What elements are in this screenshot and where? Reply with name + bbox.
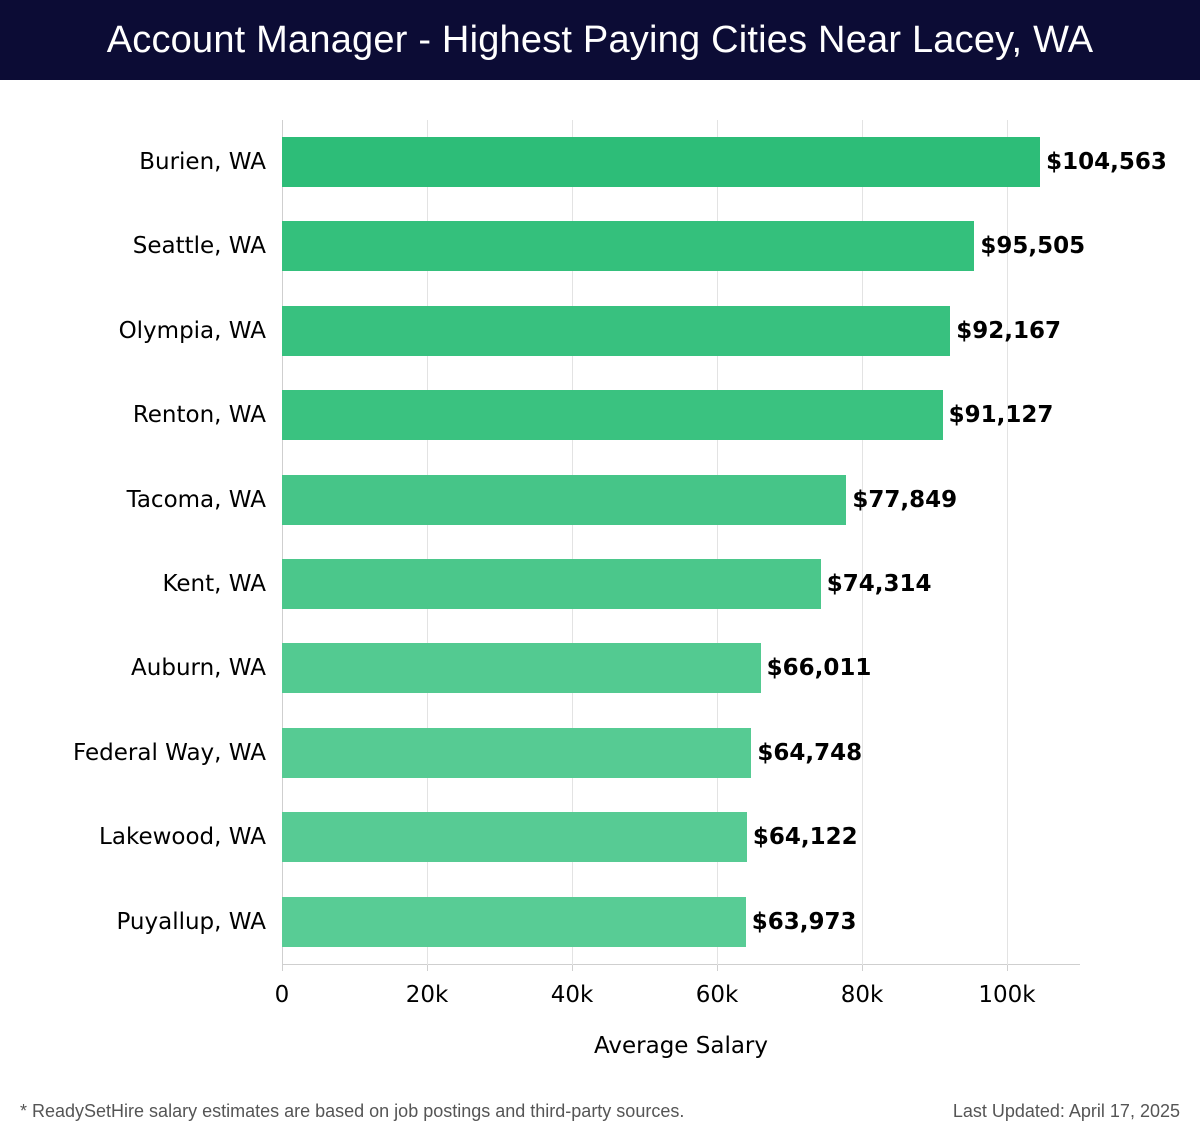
bar-value-label: $95,505 [980,233,1086,260]
bar-value-label: $63,973 [751,908,857,935]
bar-value-label: $74,314 [826,571,932,597]
last-updated: Last Updated: April 17, 2025 [952,1101,1180,1121]
bar [282,896,746,947]
bar-value-label: $64,122 [752,824,858,851]
category-label: Tacoma, WA [126,486,266,513]
chart-title: Account Manager - Highest Paying Cities … [106,18,1094,61]
gridline [717,120,718,965]
x-tick-mark [282,965,283,971]
x-tick-label: 60k [695,982,739,1008]
chart-header: Account Manager - Highest Paying Cities … [0,0,1200,80]
x-tick-label: 20k [405,982,449,1008]
bar-value-label: $104,563 [1046,149,1167,175]
x-tick-mark [862,965,863,971]
bar-value-label: $66,011 [766,655,872,682]
category-label: Auburn, WA [131,655,266,682]
category-label: Federal Way, WA [73,739,266,766]
category-label: Renton, WA [132,402,266,429]
category-label: Olympia, WA [118,317,266,344]
bar [282,221,975,272]
x-tick-mark [427,965,428,971]
bar [282,559,821,609]
gridline [862,120,863,965]
gridline [572,120,573,965]
bar-value-label: $92,167 [956,317,1061,344]
category-label: Seattle, WA [132,233,266,260]
bar [282,812,747,863]
bar [282,727,752,778]
bar-value-label: $77,849 [852,486,958,513]
x-axis-line [282,964,1080,965]
bar [282,643,761,694]
x-tick-label: 40k [550,982,594,1008]
gridline [427,120,428,965]
x-axis-label: Average Salary [593,1033,769,1059]
y-axis-line [282,120,283,965]
bar [282,390,943,441]
category-label: Kent, WA [162,571,266,597]
x-tick-label: 100k [978,982,1036,1008]
category-label: Burien, WA [139,149,266,175]
x-tick-mark [572,965,573,971]
category-label: Lakewood, WA [99,824,266,851]
category-label: Puyallup, WA [116,908,266,935]
gridline [1007,120,1008,965]
x-tick-label: 80k [840,982,884,1008]
footnote: * ReadySetHire salary estimates are base… [20,1101,685,1121]
bar-value-label: $64,748 [757,739,863,766]
x-tick-label: 0 [274,982,290,1008]
bar [282,474,847,525]
x-tick-mark [1007,965,1008,971]
x-tick-mark [717,965,718,971]
bar [282,305,951,356]
plot-area: $104,563 $95,505 $92,167 $91,127 $77,849 $74,… [282,120,1167,971]
bar [282,137,1041,187]
bar-value-label: $91,127 [948,402,1054,429]
